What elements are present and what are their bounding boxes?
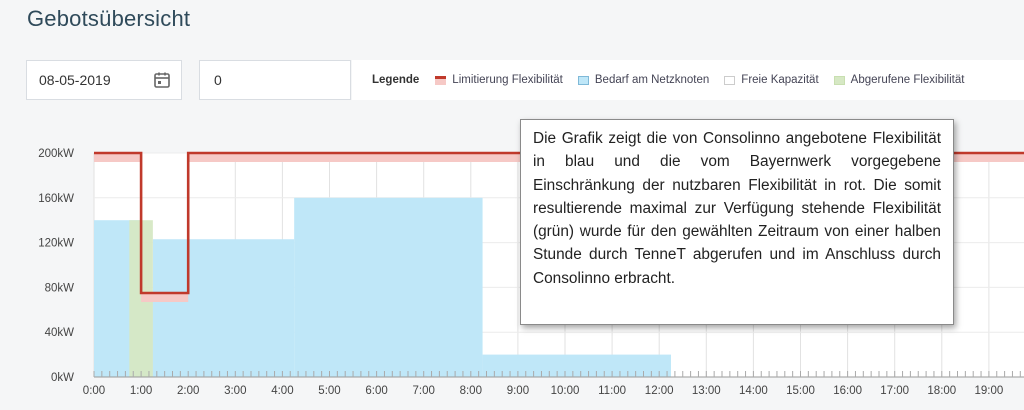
x-tick-label: 4:00 [271, 385, 293, 397]
legend-item-freie-kapazitaet[interactable]: Freie Kapazität [724, 74, 819, 86]
legend-label: Abgerufene Flexibilität [850, 74, 965, 86]
x-tick-label: 18:00 [927, 385, 956, 397]
y-tick-label: 200kW [38, 148, 74, 160]
x-tick-label: 3:00 [224, 385, 246, 397]
x-tick-label: 0:00 [83, 385, 105, 397]
date-picker[interactable]: 08-05-2019 [26, 60, 182, 100]
bar-bedarf [152, 239, 295, 377]
legend: Legende Limitierung Flexibilität Bedarf … [352, 60, 1024, 100]
legend-label: Freie Kapazität [741, 74, 819, 86]
x-tick-label: 17:00 [880, 385, 909, 397]
x-tick-label: 7:00 [413, 385, 435, 397]
y-tick-label: 40kW [45, 327, 75, 339]
legend-swatch-limitierung [435, 75, 447, 85]
bar-bedarf [294, 197, 483, 377]
limit-band [94, 153, 142, 162]
page-title: Gebotsübersicht [27, 6, 191, 31]
y-tick-label: 0kW [51, 372, 74, 384]
legend-swatch-freie-kapazitaet [724, 75, 736, 85]
x-tick-label: 6:00 [365, 385, 387, 397]
x-tick-label: 1:00 [130, 385, 152, 397]
x-tick-label: 14:00 [739, 385, 768, 397]
x-tick-label: 15:00 [786, 385, 815, 397]
legend-item-limitierung[interactable]: Limitierung Flexibilität [435, 74, 563, 86]
legend-title: Legende [372, 74, 420, 86]
legend-label: Bedarf am Netzknoten [594, 74, 710, 86]
kw-input-group: kW [199, 60, 431, 100]
x-tick-label: 10:00 [551, 385, 580, 397]
y-tick-label: 160kW [38, 193, 74, 205]
x-tick-label: 2:00 [177, 385, 199, 397]
x-tick-label: 5:00 [318, 385, 340, 397]
y-tick-label: 80kW [45, 282, 75, 294]
legend-item-abgerufen[interactable]: Abgerufene Flexibilität [833, 74, 965, 86]
legend-swatch-bedarf [577, 75, 589, 85]
legend-swatch-abgerufen [833, 75, 845, 85]
x-tick-label: 12:00 [645, 385, 674, 397]
calendar-icon[interactable] [153, 71, 171, 89]
limit-band [141, 293, 189, 302]
chart-tooltip: Die Grafik zeigt die von Consolinno ange… [520, 119, 954, 325]
x-tick-label: 9:00 [507, 385, 529, 397]
limit-line [94, 151, 1024, 295]
y-tick-label: 120kW [38, 238, 74, 250]
date-value[interactable]: 08-05-2019 [39, 72, 111, 88]
bar-bedarf [482, 354, 671, 377]
legend-item-bedarf[interactable]: Bedarf am Netzknoten [577, 74, 710, 86]
x-tick-label: 8:00 [460, 385, 482, 397]
x-tick-label: 13:00 [692, 385, 721, 397]
x-tick-label: 19:00 [975, 385, 1004, 397]
x-tick-label: 11:00 [598, 385, 626, 397]
x-tick-label: 16:00 [833, 385, 862, 397]
legend-label: Limitierung Flexibilität [452, 74, 563, 86]
